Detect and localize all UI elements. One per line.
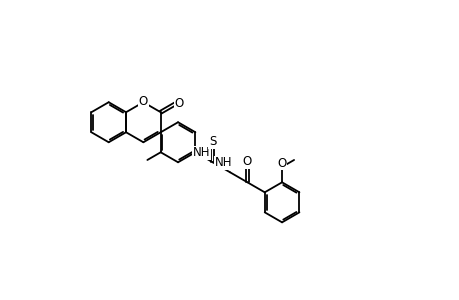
Text: NH: NH [214,156,232,169]
Text: S: S [208,135,216,148]
Text: O: O [277,157,286,169]
Text: NH: NH [193,146,210,159]
Text: O: O [139,94,148,108]
Text: O: O [241,155,251,168]
Text: O: O [174,97,184,110]
